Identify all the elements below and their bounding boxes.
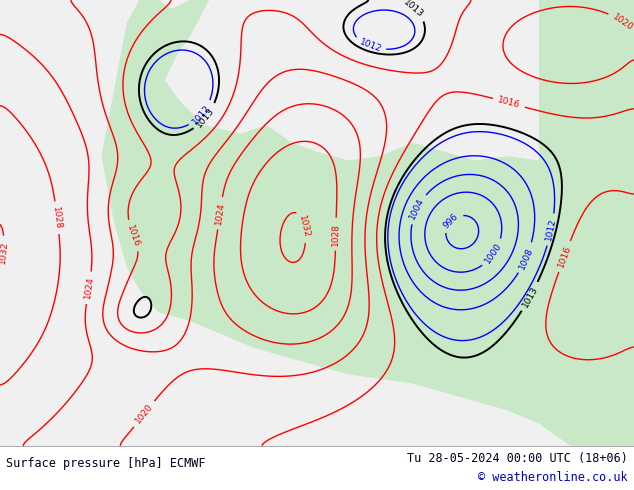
Text: 1024: 1024 (83, 276, 95, 300)
Text: 996: 996 (442, 211, 460, 230)
Text: 1012: 1012 (191, 102, 212, 126)
Polygon shape (539, 0, 634, 223)
Text: 1020: 1020 (134, 402, 155, 426)
Text: Surface pressure [hPa] ECMWF: Surface pressure [hPa] ECMWF (6, 457, 206, 469)
Text: 1024: 1024 (214, 201, 226, 225)
Text: Tu 28-05-2024 00:00 UTC (18+06): Tu 28-05-2024 00:00 UTC (18+06) (407, 452, 628, 465)
Text: 1008: 1008 (517, 245, 534, 270)
Polygon shape (101, 0, 634, 446)
Text: 1032: 1032 (0, 240, 10, 264)
Text: 1013: 1013 (521, 284, 540, 309)
Text: 1020: 1020 (611, 12, 634, 32)
Text: © weatheronline.co.uk: © weatheronline.co.uk (478, 471, 628, 484)
Text: 1016: 1016 (556, 244, 573, 269)
Text: 1028: 1028 (51, 206, 63, 230)
Text: 1016: 1016 (496, 96, 521, 110)
Text: 1012: 1012 (358, 38, 382, 54)
Text: 1028: 1028 (331, 222, 340, 245)
Text: 1012: 1012 (545, 218, 558, 242)
Text: 1000: 1000 (484, 242, 504, 266)
Text: 1013: 1013 (195, 105, 216, 129)
Text: 1032: 1032 (297, 215, 311, 239)
Text: 1013: 1013 (402, 0, 425, 20)
Text: 1016: 1016 (126, 223, 141, 248)
Text: 1004: 1004 (408, 196, 426, 221)
